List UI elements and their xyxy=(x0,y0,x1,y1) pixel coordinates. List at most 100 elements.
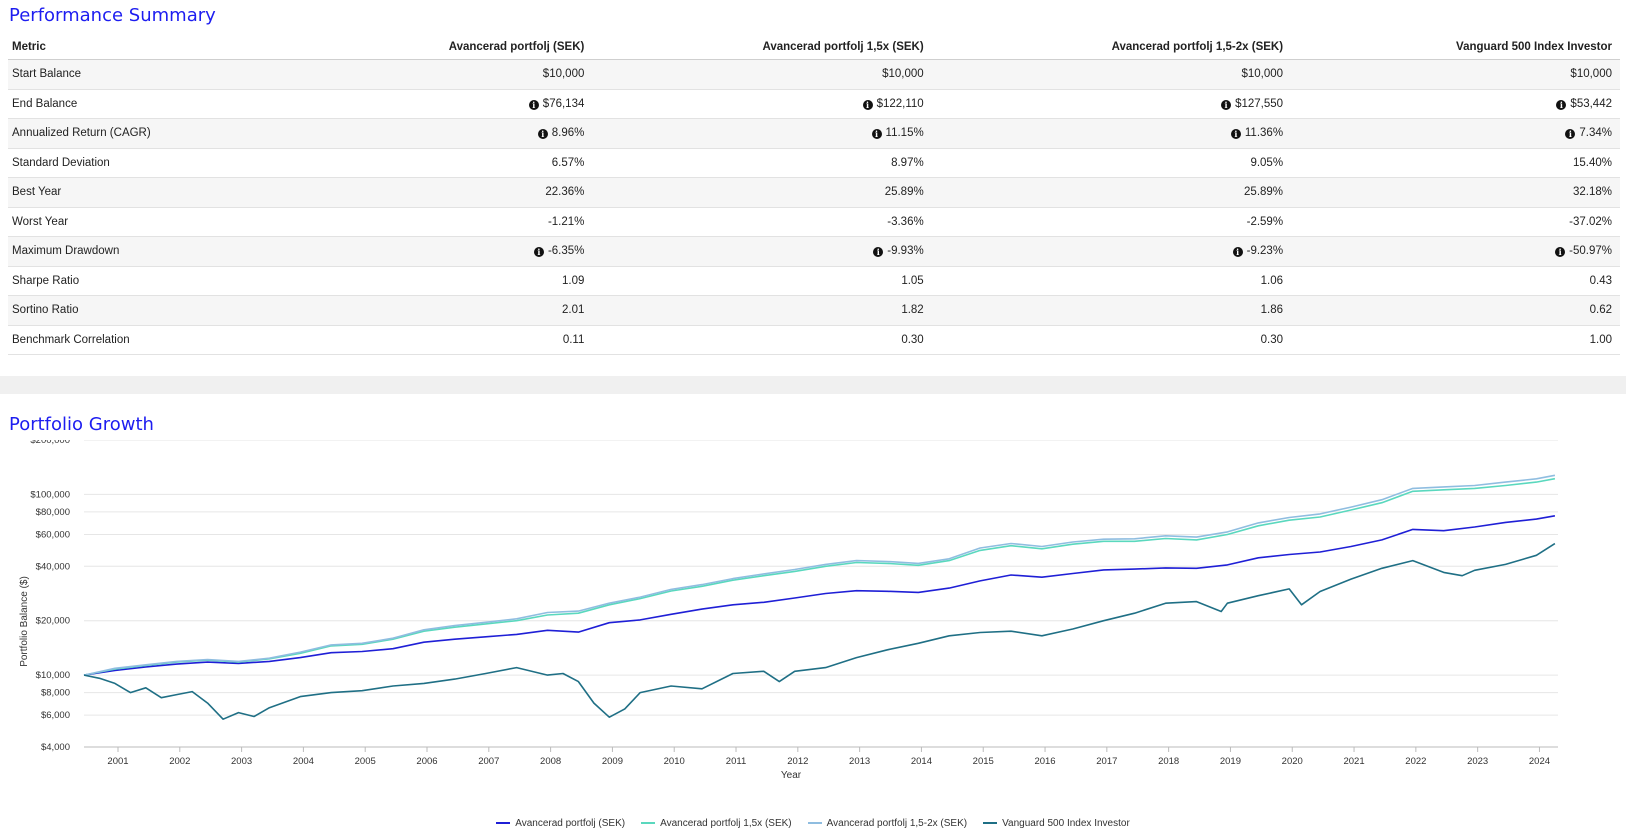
metric-value: 0.43 xyxy=(1291,266,1620,296)
y-axis-label: Portfolio Balance ($) xyxy=(19,576,30,667)
metric-label: End Balance xyxy=(8,89,304,119)
value-text: 32.18% xyxy=(1572,186,1612,199)
x-tick-label: 2004 xyxy=(293,756,314,767)
info-icon[interactable]: i xyxy=(1556,99,1567,110)
info-icon[interactable]: i xyxy=(528,99,539,110)
metric-value: 1.82 xyxy=(592,295,932,326)
value-text: 8.97% xyxy=(891,156,924,169)
legend-item[interactable]: Avancerad portfolj 1,5-2x (SEK) xyxy=(807,818,967,829)
metric-value: 15.40% xyxy=(1291,148,1620,178)
value-text: -2.59% xyxy=(1246,215,1284,228)
y-tick-label: $20,000 xyxy=(36,616,70,627)
info-icon[interactable]: i xyxy=(1565,129,1576,140)
metric-value: i -9.93% xyxy=(592,236,932,267)
column-header-benchmark: Vanguard 500 Index Investor xyxy=(1291,34,1620,60)
metric-label: Best Year xyxy=(8,177,304,208)
x-tick-label: 2005 xyxy=(355,756,376,767)
value-text: 7.34% xyxy=(1579,127,1612,140)
portfolio-growth-chart: $4,000 $6,000 $8,000 $10,000 $20,000 $40,000 $… xyxy=(19,440,1558,781)
x-tick-label: 2018 xyxy=(1158,756,1179,767)
y-tick-label: $100,000 xyxy=(30,489,70,500)
metric-value: i -6.35% xyxy=(303,236,593,267)
legend-item[interactable]: Avancerad portfolj (SEK) xyxy=(496,818,625,829)
x-tick-label: 2007 xyxy=(478,756,499,767)
value-text: 11.36% xyxy=(1244,127,1284,140)
info-icon[interactable]: i xyxy=(1232,247,1243,258)
table-header-row: Metric Avancerad portfolj (SEK) Avancera… xyxy=(8,34,1620,60)
info-icon[interactable]: i xyxy=(537,129,548,140)
metric-value: 0.11 xyxy=(303,325,593,355)
metric-value: i 11.36% xyxy=(931,118,1292,149)
metric-value: 1.09 xyxy=(303,266,593,296)
value-text: 0.30 xyxy=(1260,333,1284,346)
table-row: Start Balance $10,000 $10,000 $10,000 $10,00… xyxy=(8,59,1620,90)
value-text: -1.21% xyxy=(547,215,585,228)
metric-value: i -9.23% xyxy=(931,236,1292,267)
x-tick-label: 2019 xyxy=(1220,756,1241,767)
legend-swatch xyxy=(807,822,822,825)
metric-value: $10,000 xyxy=(1291,59,1620,90)
table-row: Benchmark Correlation 0.11 0.30 0.30 1.00 xyxy=(8,325,1620,355)
info-icon[interactable]: i xyxy=(862,99,873,110)
metric-value: 1.05 xyxy=(592,266,932,296)
table-row: Annualized Return (CAGR) i 8.96% i 11.15% i 11… xyxy=(8,118,1620,149)
metric-label: Maximum Drawdown xyxy=(8,236,304,267)
value-text: -9.93% xyxy=(887,245,924,258)
metric-label: Start Balance xyxy=(8,59,304,90)
value-text: 1.86 xyxy=(1260,304,1284,317)
value-text: $10,000 xyxy=(542,68,585,81)
info-icon[interactable]: i xyxy=(1221,99,1232,110)
metric-value: 0.30 xyxy=(592,325,932,355)
info-icon[interactable]: i xyxy=(873,247,884,258)
y-tick-label: $4,000 xyxy=(41,742,70,753)
metric-label: Standard Deviation xyxy=(8,148,304,178)
info-icon[interactable]: i xyxy=(871,129,882,140)
value-text: 0.43 xyxy=(1589,274,1612,287)
metric-value: $10,000 xyxy=(592,59,932,90)
legend-label: Vanguard 500 Index Investor xyxy=(1002,818,1130,829)
value-text: 1.05 xyxy=(901,274,924,287)
metric-value: i 7.34% xyxy=(1291,118,1620,149)
value-text: 1.09 xyxy=(561,274,585,287)
x-tick-label: 2015 xyxy=(973,756,994,767)
info-icon[interactable]: i xyxy=(1555,247,1566,258)
value-text: 22.36% xyxy=(545,186,585,199)
metric-value: -3.36% xyxy=(592,207,932,237)
x-tick-label: 2009 xyxy=(602,756,623,767)
legend-item[interactable]: Vanguard 500 Index Investor xyxy=(983,818,1130,829)
x-tick-label: 2008 xyxy=(540,756,561,767)
y-tick-label: $80,000 xyxy=(36,507,70,518)
x-axis-label: Year xyxy=(781,770,802,781)
value-text: $53,442 xyxy=(1570,97,1612,110)
value-text: 25.89% xyxy=(884,186,924,199)
metric-label: Worst Year xyxy=(8,207,304,237)
value-text: $10,000 xyxy=(882,68,924,81)
table-row: Sortino Ratio 2.01 1.82 1.86 0.62 xyxy=(8,295,1620,326)
x-tick-label: 2012 xyxy=(787,756,808,767)
metric-value: -37.02% xyxy=(1291,207,1620,237)
x-tick-label: 2001 xyxy=(107,756,128,767)
x-tick-label: 2010 xyxy=(664,756,685,767)
value-text: 1.82 xyxy=(901,304,924,317)
metric-value: 6.57% xyxy=(303,148,593,178)
value-text: 8.96% xyxy=(551,127,585,140)
value-text: -50.97% xyxy=(1569,245,1612,258)
y-tick-label: $6,000 xyxy=(41,710,70,721)
metric-value: 0.30 xyxy=(931,325,1292,355)
x-tick-label: 2002 xyxy=(169,756,190,767)
value-text: $10,000 xyxy=(1241,68,1284,81)
value-text: $127,550 xyxy=(1235,97,1284,110)
metric-value: i $127,550 xyxy=(931,89,1292,119)
metric-label: Sharpe Ratio xyxy=(8,266,304,296)
y-tick-label: $60,000 xyxy=(36,529,70,540)
value-text: -3.36% xyxy=(887,215,924,228)
legend-item[interactable]: Avancerad portfolj 1,5x (SEK) xyxy=(641,818,792,829)
series-line-2 xyxy=(83,477,1556,676)
x-tick-label: 2023 xyxy=(1467,756,1488,767)
metric-value: -1.21% xyxy=(303,207,593,237)
metric-value: 2.01 xyxy=(303,295,593,326)
info-icon[interactable]: i xyxy=(1230,129,1241,140)
portfolio-growth-title: Portfolio Growth xyxy=(9,414,154,435)
info-icon[interactable]: i xyxy=(533,247,544,258)
metric-value: $10,000 xyxy=(303,59,593,90)
